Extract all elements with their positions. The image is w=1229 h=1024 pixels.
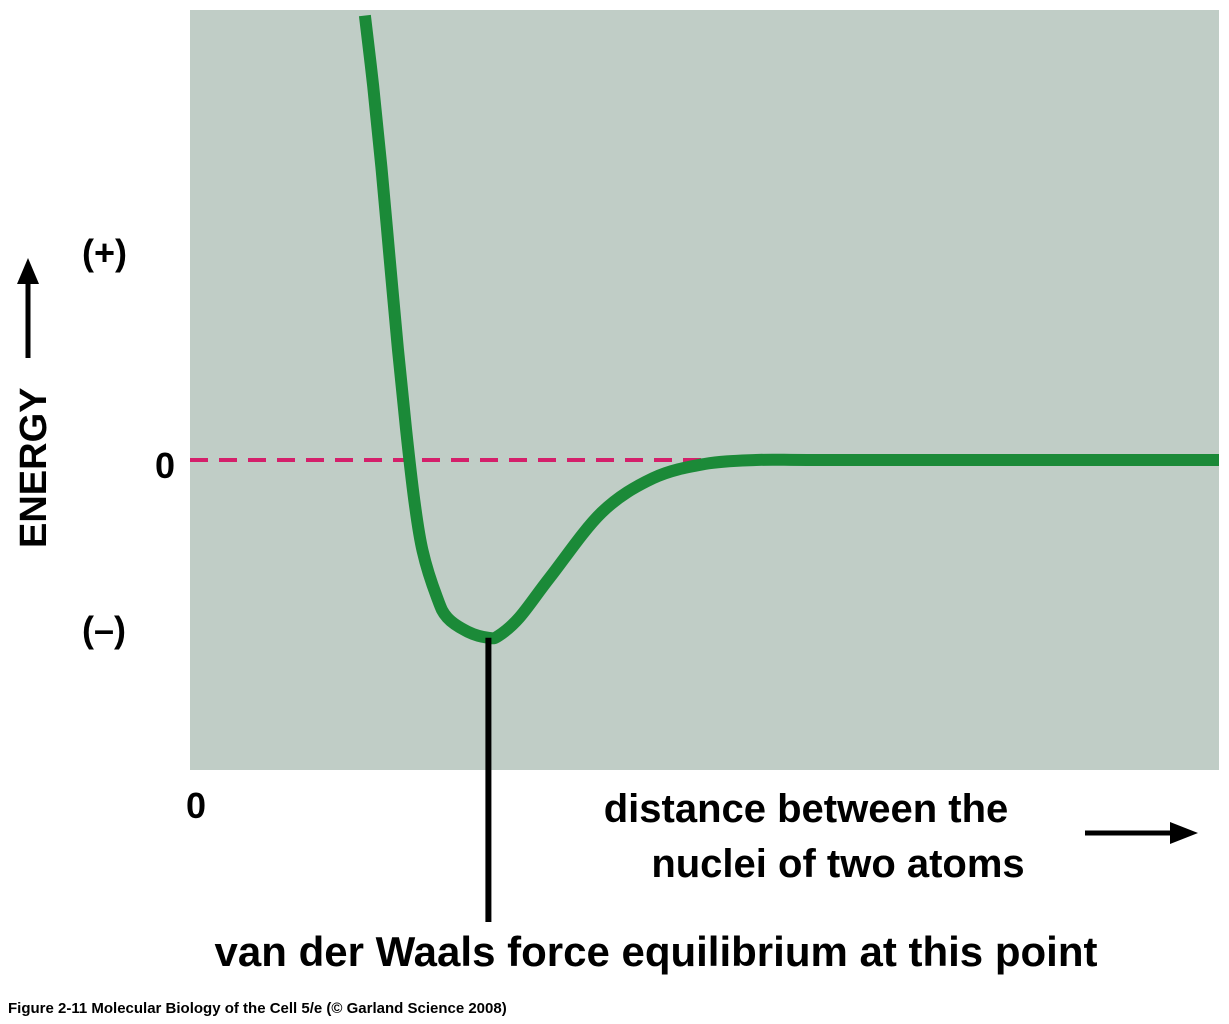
y-tick-zero: 0	[155, 445, 175, 486]
x-tick-zero: 0	[186, 785, 206, 826]
y-axis-arrow-icon	[17, 258, 39, 358]
plot-area	[190, 10, 1219, 770]
equilibrium-annotation: van der Waals force equilibrium at this …	[215, 928, 1098, 975]
energy-curve	[358, 14, 1219, 645]
y-tick-positive: (+)	[82, 232, 127, 273]
y-tick-negative: (–)	[82, 609, 126, 650]
x-axis-label-line-2: nuclei of two atoms	[651, 842, 1024, 886]
figure-caption: Figure 2-11 Molecular Biology of the Cel…	[8, 1000, 507, 1017]
y-axis-label: ENERGY	[13, 388, 55, 548]
x-axis-label-line-1: distance between the	[604, 787, 1009, 831]
x-axis-arrow-icon	[1085, 822, 1198, 844]
